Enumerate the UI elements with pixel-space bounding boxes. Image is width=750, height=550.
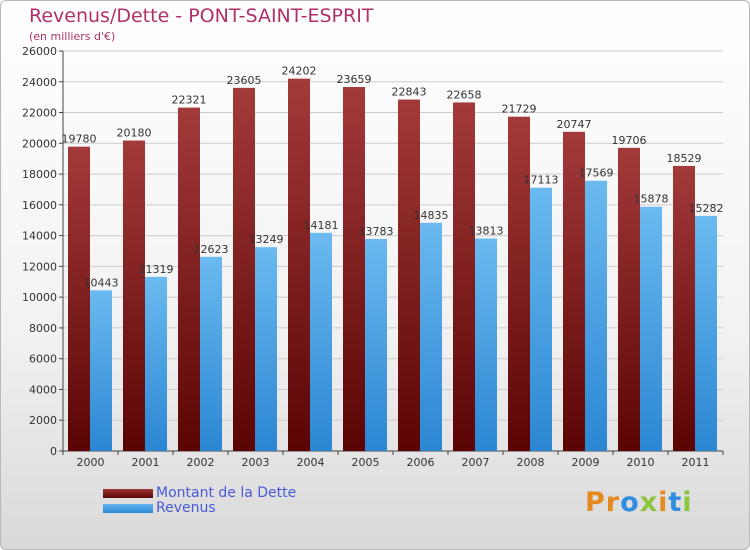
x-tick-label: 2011 xyxy=(682,456,710,469)
y-tick-label: 4000 xyxy=(29,383,57,396)
y-tick-label: 0 xyxy=(50,445,57,458)
x-tick-label: 2002 xyxy=(187,456,215,469)
data-label-dette: 22843 xyxy=(392,86,427,99)
bar-dette xyxy=(618,147,640,452)
bar-revenus xyxy=(585,180,607,451)
x-tick-label: 2005 xyxy=(352,456,380,469)
data-label-revenus: 11319 xyxy=(139,263,174,276)
y-tick-label: 2000 xyxy=(29,414,57,427)
bar-dette xyxy=(68,146,90,451)
bar-revenus xyxy=(365,238,387,451)
bar-dette xyxy=(233,87,255,451)
data-label-revenus: 13783 xyxy=(359,225,394,238)
data-label-revenus: 10443 xyxy=(84,276,119,289)
logo-letter: x xyxy=(639,487,659,518)
bar-revenus xyxy=(90,290,112,451)
x-tick-label: 2010 xyxy=(627,456,655,469)
bar-dette xyxy=(673,165,695,451)
data-label-dette: 23659 xyxy=(337,73,372,86)
bar-dette xyxy=(288,78,310,452)
logo-letter: i xyxy=(658,487,669,518)
bar-revenus xyxy=(310,232,332,451)
bar-dette xyxy=(508,116,530,451)
y-tick-label: 20000 xyxy=(22,137,57,150)
proxiti-logo: Proxiti xyxy=(585,487,693,518)
bar-revenus xyxy=(695,215,717,451)
x-tick-label: 2003 xyxy=(242,456,270,469)
y-tick-label: 24000 xyxy=(22,76,57,89)
logo-letter: P xyxy=(585,487,606,518)
x-tick-label: 2007 xyxy=(462,456,490,469)
y-tick-label: 22000 xyxy=(22,107,57,120)
data-label-revenus: 13813 xyxy=(469,224,504,237)
x-tick-label: 2006 xyxy=(407,456,435,469)
x-tick-label: 2001 xyxy=(132,456,160,469)
y-tick-label: 18000 xyxy=(22,168,57,181)
data-label-dette: 18529 xyxy=(667,152,702,165)
data-label-revenus: 17113 xyxy=(524,174,559,187)
data-label-dette: 24202 xyxy=(282,65,317,78)
data-label-revenus: 14181 xyxy=(304,219,339,232)
legend-label-dette: Montant de la Dette xyxy=(156,485,297,501)
y-tick-label: 16000 xyxy=(22,199,57,212)
data-label-revenus: 12623 xyxy=(194,243,229,256)
data-label-revenus: 15878 xyxy=(634,193,669,206)
x-tick-label: 2008 xyxy=(517,456,545,469)
data-label-dette: 23605 xyxy=(227,74,262,87)
data-label-dette: 19706 xyxy=(612,134,647,147)
data-label-dette: 19780 xyxy=(62,133,97,146)
x-tick-label: 2009 xyxy=(572,456,600,469)
legend-swatch-revenus xyxy=(103,504,153,513)
axes: 0 2000 4000 6000 8000 10000 12000 14000 16000 180… xyxy=(22,45,724,469)
chart-subtitle: (en milliers d'€) xyxy=(29,30,116,43)
bar-revenus xyxy=(420,222,442,451)
data-label-revenus: 14835 xyxy=(414,209,449,222)
bar-dette xyxy=(123,140,145,452)
data-label-dette: 22658 xyxy=(447,88,482,101)
data-labels: 19780 10443 20180 11319 22321 12623 23605 13249… xyxy=(62,65,724,290)
data-label-revenus: 15282 xyxy=(689,202,724,215)
data-label-dette: 20747 xyxy=(557,118,592,131)
bar-revenus xyxy=(145,276,167,451)
grid-lines xyxy=(63,50,723,421)
bar-revenus xyxy=(255,247,277,451)
bars xyxy=(68,78,717,452)
y-tick-label: 6000 xyxy=(29,353,57,366)
logo-letter: o xyxy=(620,487,640,518)
bar-dette xyxy=(563,131,585,452)
bar-revenus xyxy=(640,206,662,451)
bar-dette xyxy=(178,107,200,451)
x-tick-label: 2004 xyxy=(297,456,325,469)
data-label-dette: 22321 xyxy=(172,94,207,107)
bar-revenus xyxy=(200,256,222,451)
x-tick-label: 2000 xyxy=(77,456,105,469)
data-label-revenus: 13249 xyxy=(249,233,284,246)
bar-dette xyxy=(453,102,475,452)
bar-revenus xyxy=(530,187,552,451)
y-tick-label: 14000 xyxy=(22,230,57,243)
logo-letter: t xyxy=(668,487,683,518)
y-tick-label: 8000 xyxy=(29,322,57,335)
logo-letter: r xyxy=(605,487,621,518)
bar-dette xyxy=(343,87,365,451)
legend-label-revenus: Revenus xyxy=(156,500,216,516)
y-tick-label: 12000 xyxy=(22,260,57,273)
data-label-dette: 20180 xyxy=(117,127,152,140)
logo-letter: i xyxy=(682,487,693,518)
data-label-revenus: 17569 xyxy=(579,167,614,180)
y-tick-label: 10000 xyxy=(22,291,57,304)
y-tick-label: 26000 xyxy=(22,45,57,58)
chart-title: Revenus/Dette - PONT-SAINT-ESPRIT xyxy=(29,5,374,27)
bar-dette xyxy=(398,99,420,452)
legend-swatch-dette xyxy=(103,489,153,498)
data-label-dette: 21729 xyxy=(502,103,537,116)
bar-revenus xyxy=(475,238,497,451)
